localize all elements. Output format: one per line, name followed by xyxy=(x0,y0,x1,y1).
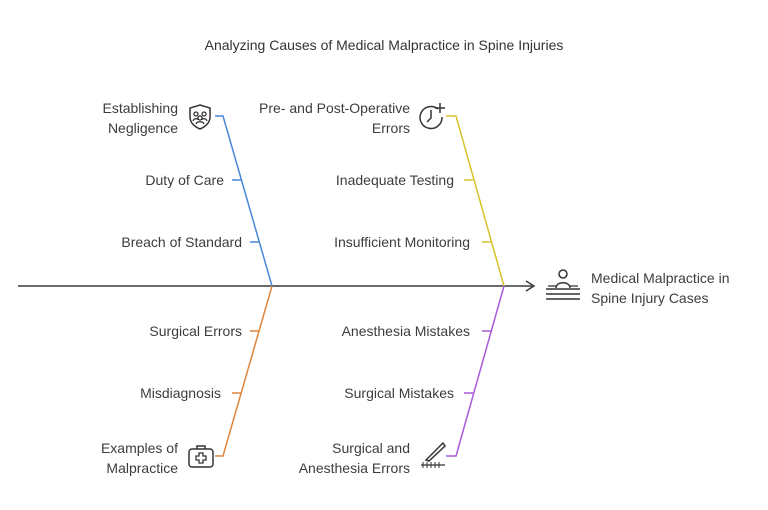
medical-kit-icon xyxy=(188,445,214,468)
effect-line2: Spine Injury Cases xyxy=(591,290,709,306)
cause-duty-of-care: Duty of Care xyxy=(145,172,224,188)
patient-bed-icon xyxy=(546,269,580,300)
branch-bone-pre-post-op xyxy=(446,115,505,287)
branch-head-line2: Anesthesia Errors xyxy=(298,460,410,476)
branch-head-line1: Examples of xyxy=(100,440,178,456)
effect-line1: Medical Malpractice in xyxy=(591,270,730,286)
branch-bone-surgical-anesthesia xyxy=(446,285,505,457)
cause-anesthesia-mistakes: Anesthesia Mistakes xyxy=(341,323,470,339)
clock-plus-icon xyxy=(419,103,445,130)
branch-head-line1: Establishing xyxy=(102,100,179,116)
branch-bone-examples xyxy=(215,285,273,457)
cause-inadequate-testing: Inadequate Testing xyxy=(335,172,454,188)
cause-breach-of-standard: Breach of Standard xyxy=(121,234,242,250)
branch-head-line2: Negligence xyxy=(107,120,178,136)
branch-head-line1: Pre- and Post-Operative xyxy=(259,100,410,116)
branch-head-surgical-anesthesia: Surgical and Anesthesia Errors xyxy=(299,438,410,478)
cause-misdiagnosis: Misdiagnosis xyxy=(140,385,221,401)
branch-head-line2: Errors xyxy=(371,120,410,136)
cause-surgical-mistakes: Surgical Mistakes xyxy=(344,385,454,401)
branch-head-line2: Malpractice xyxy=(106,460,178,476)
branch-head-negligence: Establishing Negligence xyxy=(103,98,179,138)
scalpel-icon xyxy=(421,441,446,468)
effect-label: Medical Malpractice in Spine Injury Case… xyxy=(591,268,730,308)
cause-insufficient-monitoring: Insufficient Monitoring xyxy=(334,234,470,250)
people-shield-icon xyxy=(189,104,211,130)
branch-head-pre-post-op: Pre- and Post-Operative Errors xyxy=(259,98,410,138)
branch-head-examples: Examples of Malpractice xyxy=(101,438,178,478)
branch-head-line1: Surgical and xyxy=(332,440,410,456)
cause-surgical-errors: Surgical Errors xyxy=(149,323,242,339)
diagram-title: Analyzing Causes of Medical Malpractice … xyxy=(204,37,564,53)
spine-arrowhead xyxy=(525,280,536,292)
branch-bone-negligence xyxy=(215,115,273,287)
